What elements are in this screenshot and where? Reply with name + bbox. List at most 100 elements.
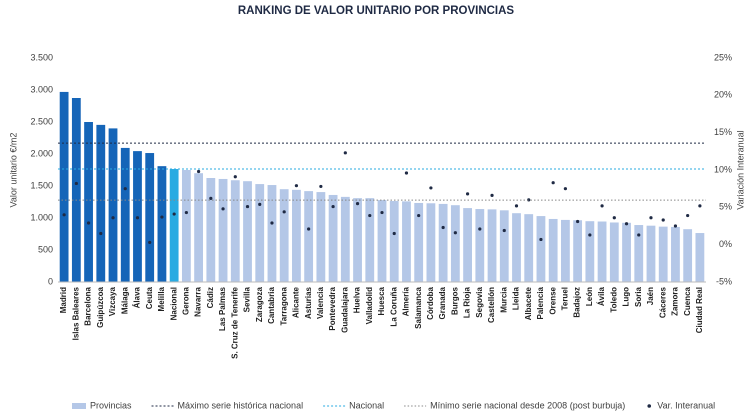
variation-dot [307, 227, 311, 231]
bar [230, 180, 240, 282]
x-tick-label: Murcia [499, 286, 508, 312]
variation-dot [502, 228, 506, 233]
bar [267, 185, 277, 282]
bar [353, 198, 362, 282]
y-tick-label: 2.000 [30, 148, 53, 158]
x-tick-label: S. Cruz de Tenerife [230, 286, 239, 358]
variation-dot [99, 231, 103, 236]
variation-dot [74, 181, 78, 186]
variation-dot [417, 213, 421, 218]
bar [683, 229, 693, 282]
y2-tick-label: 10% [714, 164, 732, 174]
variation-dot [111, 216, 115, 220]
x-tick-label: Salamanca [414, 286, 423, 328]
legend-label: Máximo serie histórica nacional [178, 400, 304, 410]
variation-dot [600, 204, 604, 208]
variation-dot [270, 221, 274, 225]
bar [316, 192, 326, 282]
bar [524, 214, 534, 282]
bar [426, 203, 436, 282]
bar [108, 128, 118, 282]
x-tick-label: Ceuta [145, 286, 154, 309]
bar [84, 122, 93, 282]
x-tick-label: Asturias [304, 286, 313, 319]
variation-dot [148, 240, 152, 245]
variation-dot [514, 204, 519, 208]
bar [609, 222, 619, 282]
y-tick-label: 1.500 [30, 180, 53, 190]
bar [340, 196, 350, 282]
variation-dot [355, 202, 360, 206]
y2-tick-label: 15% [714, 127, 732, 137]
x-tick-label: Pontevedra [328, 286, 337, 330]
variation-dot [184, 210, 188, 215]
x-tick-label: Cantabria [267, 286, 276, 323]
x-tick-label: Guipúzcoa [96, 286, 105, 327]
x-tick-label: Cádiz [206, 287, 215, 308]
bar [475, 209, 485, 282]
variation-dot [612, 216, 616, 220]
x-tick-label: Tarragona [279, 286, 288, 325]
variation-dot [221, 207, 225, 211]
chart-title: RANKING DE VALOR UNITARIO POR PROVINCIAS [238, 5, 515, 17]
x-tick-label: León [585, 287, 594, 306]
y-tick-label: 500 [38, 244, 53, 254]
y-tick-label: 0 [48, 276, 53, 286]
x-tick-label: Segovia [475, 286, 484, 317]
x-tick-label: Las Palmas [218, 286, 227, 331]
bar [499, 210, 509, 282]
variation-dot [686, 213, 690, 218]
legend-label: Var. Interanual [657, 400, 715, 410]
bar [658, 226, 668, 282]
legend-swatch [72, 403, 86, 409]
bar [487, 209, 497, 282]
bar [695, 233, 705, 282]
x-tick-label: Cáceres [658, 286, 667, 318]
x-tick-label: Sevilla [243, 286, 252, 312]
x-tick-label: La Coruña [389, 286, 398, 326]
variation-dot [624, 222, 629, 226]
x-tick-label: Álava [133, 286, 142, 308]
variation-dot [453, 231, 457, 235]
bar [450, 205, 460, 282]
bar [597, 221, 607, 282]
bar [181, 170, 191, 282]
x-tick-label: Melilla [157, 286, 166, 311]
bar [377, 200, 387, 282]
y-tick-label: 1.000 [30, 212, 53, 222]
bar [536, 216, 546, 282]
variation-dot [282, 210, 286, 214]
variation-dot [527, 198, 531, 202]
variation-dot [294, 184, 299, 188]
x-tick-label: Albacete [524, 286, 533, 320]
x-tick-label: Burgos [450, 286, 459, 315]
bar [463, 208, 472, 282]
bar [292, 189, 301, 282]
bar [414, 202, 424, 282]
bar [71, 98, 81, 282]
variation-dot [258, 202, 262, 206]
variation-dot [245, 204, 250, 209]
x-tick-label: Palencia [536, 286, 545, 319]
x-tick-label: Barcelona [84, 286, 93, 325]
bar [365, 198, 375, 282]
bar [145, 153, 155, 282]
variation-dot [698, 204, 702, 208]
x-tick-label: Zamora [671, 286, 680, 315]
y2-tick-label: -5% [716, 276, 732, 286]
bar [634, 225, 644, 282]
y-tick-label: 3.500 [30, 52, 53, 62]
bar [96, 124, 106, 282]
variation-dot [490, 193, 494, 197]
bar [438, 203, 448, 282]
bar [402, 201, 411, 282]
x-tick-label: Granada [438, 286, 447, 319]
y-tick-label: 3.000 [30, 84, 53, 94]
variation-dot [343, 151, 347, 155]
variation-dot [588, 233, 592, 237]
x-tick-label: Córdoba [426, 286, 435, 319]
variation-dot [380, 210, 384, 215]
x-tick-label: Islas Baleares [71, 286, 80, 340]
bar [194, 173, 204, 282]
